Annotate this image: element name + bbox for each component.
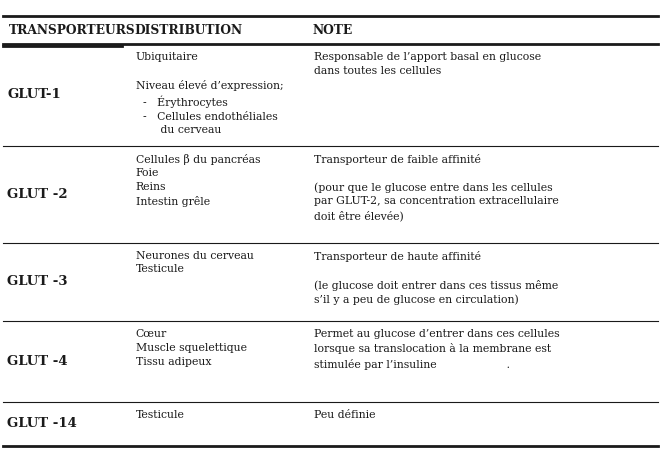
Text: Neurones du cerveau
Testicule: Neurones du cerveau Testicule: [136, 251, 253, 274]
Text: Transporteur de faible affinité

(pour que le glucose entre dans les cellules
pa: Transporteur de faible affinité (pour qu…: [314, 154, 559, 221]
Text: Cellules β du pancréas
Foie
Reins
Intestin grêle: Cellules β du pancréas Foie Reins Intest…: [136, 154, 260, 207]
Text: GLUT-1: GLUT-1: [7, 88, 61, 101]
Text: DISTRIBUTION: DISTRIBUTION: [134, 24, 243, 36]
Text: Ubiquitaire

Niveau élevé d’expression;
  -   Érythrocytes
  -   Cellules endoth: Ubiquitaire Niveau élevé d’expression; -…: [136, 52, 283, 135]
Text: GLUT -4: GLUT -4: [7, 355, 68, 368]
Text: Transporteur de haute affinité

(le glucose doit entrer dans ces tissus même
s’i: Transporteur de haute affinité (le gluco…: [314, 251, 559, 305]
Text: NOTE: NOTE: [313, 24, 353, 36]
Text: Testicule: Testicule: [136, 410, 184, 420]
Text: Peu définie: Peu définie: [314, 410, 375, 420]
Text: GLUT -14: GLUT -14: [7, 417, 77, 431]
Text: TRANSPORTEURS: TRANSPORTEURS: [9, 24, 136, 36]
Text: GLUT -2: GLUT -2: [7, 188, 68, 201]
Text: Responsable de l’apport basal en glucose
dans toutes les cellules: Responsable de l’apport basal en glucose…: [314, 52, 541, 76]
Text: Cœur
Muscle squelettique
Tissu adipeux: Cœur Muscle squelettique Tissu adipeux: [136, 329, 247, 367]
Text: Permet au glucose d’entrer dans ces cellules
lorsque sa translocation à la membr: Permet au glucose d’entrer dans ces cell…: [314, 329, 560, 370]
Text: GLUT -3: GLUT -3: [7, 275, 68, 288]
